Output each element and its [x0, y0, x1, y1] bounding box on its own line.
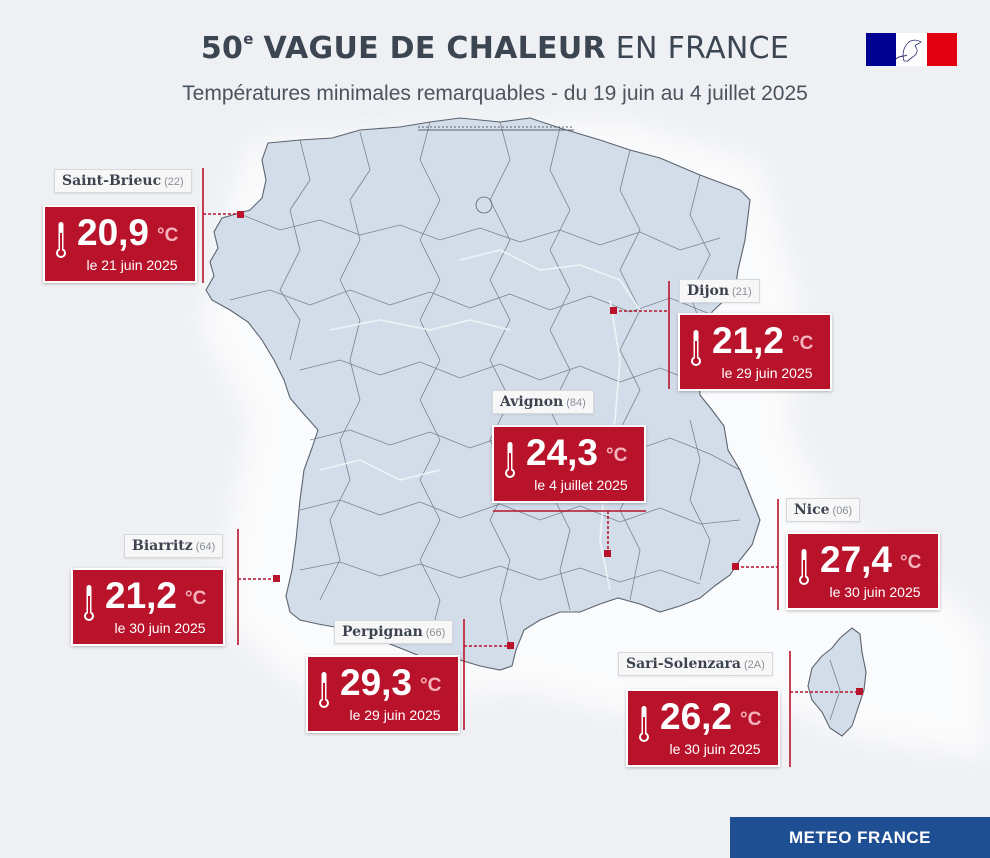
city-name: Nice — [794, 502, 830, 518]
temperature-value: 27,4 °C — [820, 539, 922, 580]
temperature-unit: °C — [606, 445, 628, 466]
temperature-value: 20,9 °C — [77, 212, 179, 253]
station-label-dijon: Dijon (21) — [679, 279, 760, 303]
city-name: Sari-Solenzara — [626, 656, 742, 672]
thermometer-icon — [319, 672, 329, 708]
temperature-value: 21,2 °C — [712, 320, 814, 361]
city-dept: (06) — [832, 505, 853, 517]
temperature-box-nice: 27,4 °C le 30 juin 2025 — [786, 532, 940, 610]
temperature-value: 29,3 °C — [340, 662, 442, 703]
city-dept: (66) — [425, 627, 446, 639]
temperature-unit: °C — [185, 588, 207, 609]
station-label-sari-solenzara: Sari-Solenzara (2A) — [618, 652, 773, 676]
temperature-unit: °C — [740, 709, 762, 730]
temperature-box-perpignan: 29,3 °C le 29 juin 2025 — [306, 655, 460, 733]
city-dept: (21) — [732, 286, 752, 298]
title-number: 50 — [200, 31, 244, 66]
mainland-france — [205, 117, 761, 671]
thermometer-icon — [639, 706, 649, 742]
temperature-unit: °C — [900, 552, 922, 573]
station-label-avignon: Avignon (84) — [492, 390, 594, 414]
temperature-unit: °C — [420, 675, 442, 696]
thermometer-icon — [84, 585, 94, 621]
temperature-date: le 4 juillet 2025 — [534, 477, 628, 493]
temperature-box-dijon: 21,2 °C le 29 juin 2025 — [678, 313, 832, 391]
thermometer-icon — [691, 330, 701, 366]
city-name: Avignon — [500, 394, 564, 410]
thermometer-icon — [799, 549, 809, 585]
city-name: Perpignan — [342, 624, 423, 640]
city-dept: (22) — [164, 176, 184, 188]
temperature-unit: °C — [157, 225, 179, 246]
republique-francaise-logo — [866, 33, 957, 66]
temperature-value: 26,2 °C — [660, 696, 762, 737]
temperature-value: 21,2 °C — [105, 575, 207, 616]
temperature-date: le 30 juin 2025 — [669, 741, 761, 757]
title-superscript: e — [243, 30, 254, 48]
temperature-unit: °C — [792, 333, 814, 354]
city-name: Biarritz — [132, 538, 193, 554]
meteo-france-brand: METEO FRANCE — [730, 817, 990, 858]
temperature-box-saint-brieuc: 20,9 °C le 21 juin 2025 — [43, 205, 197, 283]
temperature-box-sari-solenzara: 26,2 °C le 30 juin 2025 — [626, 689, 780, 767]
station-label-nice: Nice (06) — [786, 498, 861, 522]
title-light: EN FRANCE — [615, 31, 790, 66]
page-subtitle: Températures minimales remarquables - du… — [182, 82, 808, 105]
thermometer-icon — [56, 222, 66, 258]
temperature-box-biarritz: 21,2 °C le 30 juin 2025 — [71, 568, 225, 646]
temperature-date: le 29 juin 2025 — [721, 365, 813, 381]
temperature-date: le 30 juin 2025 — [829, 584, 921, 600]
city-dept: (2A) — [744, 659, 765, 671]
temperature-date: le 29 juin 2025 — [349, 707, 441, 723]
city-dept: (64) — [195, 541, 216, 553]
temperature-date: le 30 juin 2025 — [114, 620, 206, 636]
city-name: Saint-Brieuc — [62, 173, 162, 189]
station-label-perpignan: Perpignan (66) — [334, 620, 454, 644]
temperature-date: le 21 juin 2025 — [86, 257, 178, 273]
temperature-value: 24,3 °C — [526, 432, 628, 473]
station-label-biarritz: Biarritz (64) — [124, 534, 224, 558]
thermometer-icon — [505, 442, 515, 478]
page-title: 50e VAGUE DE CHALEUR EN FRANCE — [0, 30, 990, 66]
city-name: Dijon — [687, 283, 730, 299]
title-bold: VAGUE DE CHALEUR — [263, 31, 606, 66]
temperature-box-avignon: 24,3 °C le 4 juillet 2025 — [492, 425, 646, 503]
station-label-saint-brieuc: Saint-Brieuc (22) — [54, 169, 192, 193]
city-dept: (84) — [566, 397, 586, 409]
